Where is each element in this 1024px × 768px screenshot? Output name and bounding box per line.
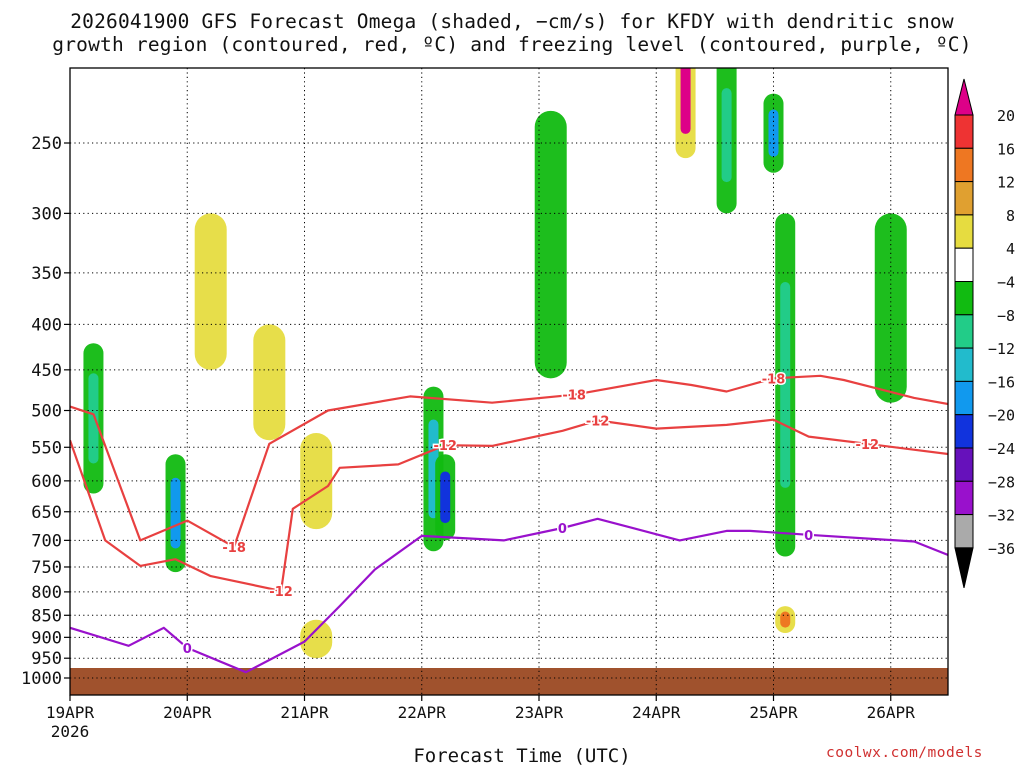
colorbar-label-5: −4 xyxy=(997,274,1015,292)
colorbar-segment-7 xyxy=(954,314,974,349)
x-label-year: 2026 xyxy=(51,722,90,741)
x-label-19APR: 19APR xyxy=(46,703,95,722)
colorbar-bottom-arrow xyxy=(954,547,974,589)
isotherm-minus12-label-0: -12 xyxy=(269,585,293,600)
chart-title-line2: growth region (contoured, red, ºC) and f… xyxy=(52,33,972,56)
x-label-26APR: 26APR xyxy=(867,703,916,722)
colorbar-segment-8 xyxy=(954,347,974,382)
y-label-850: 850 xyxy=(31,606,62,626)
y-label-650: 650 xyxy=(31,503,62,523)
omega-feature-2 xyxy=(194,213,227,370)
isotherm-minus12-label-3: -12 xyxy=(856,438,880,453)
omega-shading xyxy=(83,68,907,659)
colorbar: 20 16 12 8 4 −4 −8 −12 −16 −20 −24 −28 −32 −36 xyxy=(954,78,1015,589)
omega-core-7 xyxy=(440,471,451,524)
isotherm-minus12-label-1: -12 xyxy=(433,439,457,454)
x-label-23APR: 23APR xyxy=(515,703,564,722)
omega-core-13 xyxy=(780,611,791,628)
x-axis: 19APR 20APR 21APR 22APR 23APR 24APR 25APR 26APR… xyxy=(46,695,915,741)
y-label-350: 350 xyxy=(31,264,62,284)
isotherm-minus18-label-2: -18 xyxy=(762,372,786,387)
x-label-25APR: 25APR xyxy=(749,703,798,722)
colorbar-segment-1 xyxy=(954,114,974,149)
y-label-500: 500 xyxy=(31,402,62,422)
y-label-700: 700 xyxy=(31,531,62,551)
plot-frame xyxy=(69,67,949,696)
y-label-800: 800 xyxy=(31,583,62,603)
x-label-20APR: 20APR xyxy=(163,703,212,722)
colorbar-label-11: −28 xyxy=(988,473,1015,491)
y-label-450: 450 xyxy=(31,361,62,381)
ground-surface xyxy=(70,668,948,695)
x-label-22APR: 22APR xyxy=(398,703,447,722)
colorbar-label-3: 8 xyxy=(1006,207,1015,225)
colorbar-segment-2 xyxy=(954,147,974,183)
isotherm-minus12 xyxy=(70,418,948,592)
x-axis-title: Forecast Time (UTC) xyxy=(0,745,1024,767)
colorbar-label-6: −8 xyxy=(997,307,1015,325)
y-label-250: 250 xyxy=(31,134,62,154)
colorbar-label-9: −20 xyxy=(988,407,1015,425)
omega-feature-8 xyxy=(534,110,567,379)
colorbar-segment-9 xyxy=(954,380,974,416)
colorbar-segment-3 xyxy=(954,181,974,216)
x-axis-title-text: Forecast Time (UTC) xyxy=(413,745,631,767)
colorbar-segment-6 xyxy=(954,281,974,316)
omega-feature-5 xyxy=(300,619,333,659)
colorbar-label-2: 12 xyxy=(997,174,1015,192)
omega-core-12 xyxy=(780,281,791,488)
chart-title-line1: 2026041900 GFS Forecast Omega (shaded, −… xyxy=(70,10,954,33)
colorbar-label-1: 16 xyxy=(997,140,1015,158)
colorbar-segment-5 xyxy=(954,247,974,282)
omega-core-1 xyxy=(170,477,181,549)
colorbar-label-0: 20 xyxy=(997,107,1015,125)
y-label-300: 300 xyxy=(31,204,62,224)
omega-feature-14 xyxy=(874,213,907,403)
x-label-24APR: 24APR xyxy=(632,703,681,722)
colorbar-segment-12 xyxy=(954,480,974,516)
omega-core-10 xyxy=(721,88,732,183)
omega-core-11 xyxy=(768,109,779,157)
colorbar-label-12: −32 xyxy=(988,507,1015,525)
y-label-550: 550 xyxy=(31,438,62,458)
omega-feature-4 xyxy=(300,432,333,530)
omega-core-9 xyxy=(680,68,691,134)
omega-feature-3 xyxy=(253,324,286,441)
freezing-level-label-0: 0 xyxy=(183,642,192,657)
y-label-750: 750 xyxy=(31,558,62,578)
colorbar-label-8: −16 xyxy=(988,373,1015,391)
y-label-600: 600 xyxy=(31,472,62,492)
y-label-1000: 1000 xyxy=(21,669,62,689)
colorbar-label-13: −36 xyxy=(988,540,1015,558)
colorbar-label-7: −12 xyxy=(988,340,1015,358)
freezing-level-label-1: 0 xyxy=(558,522,567,537)
y-label-950: 950 xyxy=(31,649,62,669)
colorbar-segment-4 xyxy=(954,214,974,249)
colorbar-top-arrow xyxy=(954,78,974,116)
colorbar-segment-10 xyxy=(954,414,974,449)
colorbar-segment-13 xyxy=(954,514,974,549)
y-axis: 2503003504004505005506006507007508008509… xyxy=(21,134,70,689)
colorbar-label-4: 4 xyxy=(1006,240,1015,258)
isotherm-minus12-label-2: -12 xyxy=(586,414,610,429)
y-label-900: 900 xyxy=(31,628,62,648)
isotherm-minus18-label-1: -18 xyxy=(562,389,586,404)
credit-text: coolwx.com/models xyxy=(826,745,983,761)
freezing-level-label-2: 0 xyxy=(804,529,813,544)
freezing-level xyxy=(70,517,948,674)
y-label-400: 400 xyxy=(31,315,62,335)
colorbar-segment-11 xyxy=(954,447,974,482)
x-label-21APR: 21APR xyxy=(280,703,329,722)
isotherm-minus18-label-0: -18 xyxy=(222,541,246,556)
colorbar-label-10: −24 xyxy=(988,440,1015,458)
omega-core-0 xyxy=(88,373,99,464)
grid xyxy=(69,68,948,695)
isotherm-minus18 xyxy=(70,374,948,548)
